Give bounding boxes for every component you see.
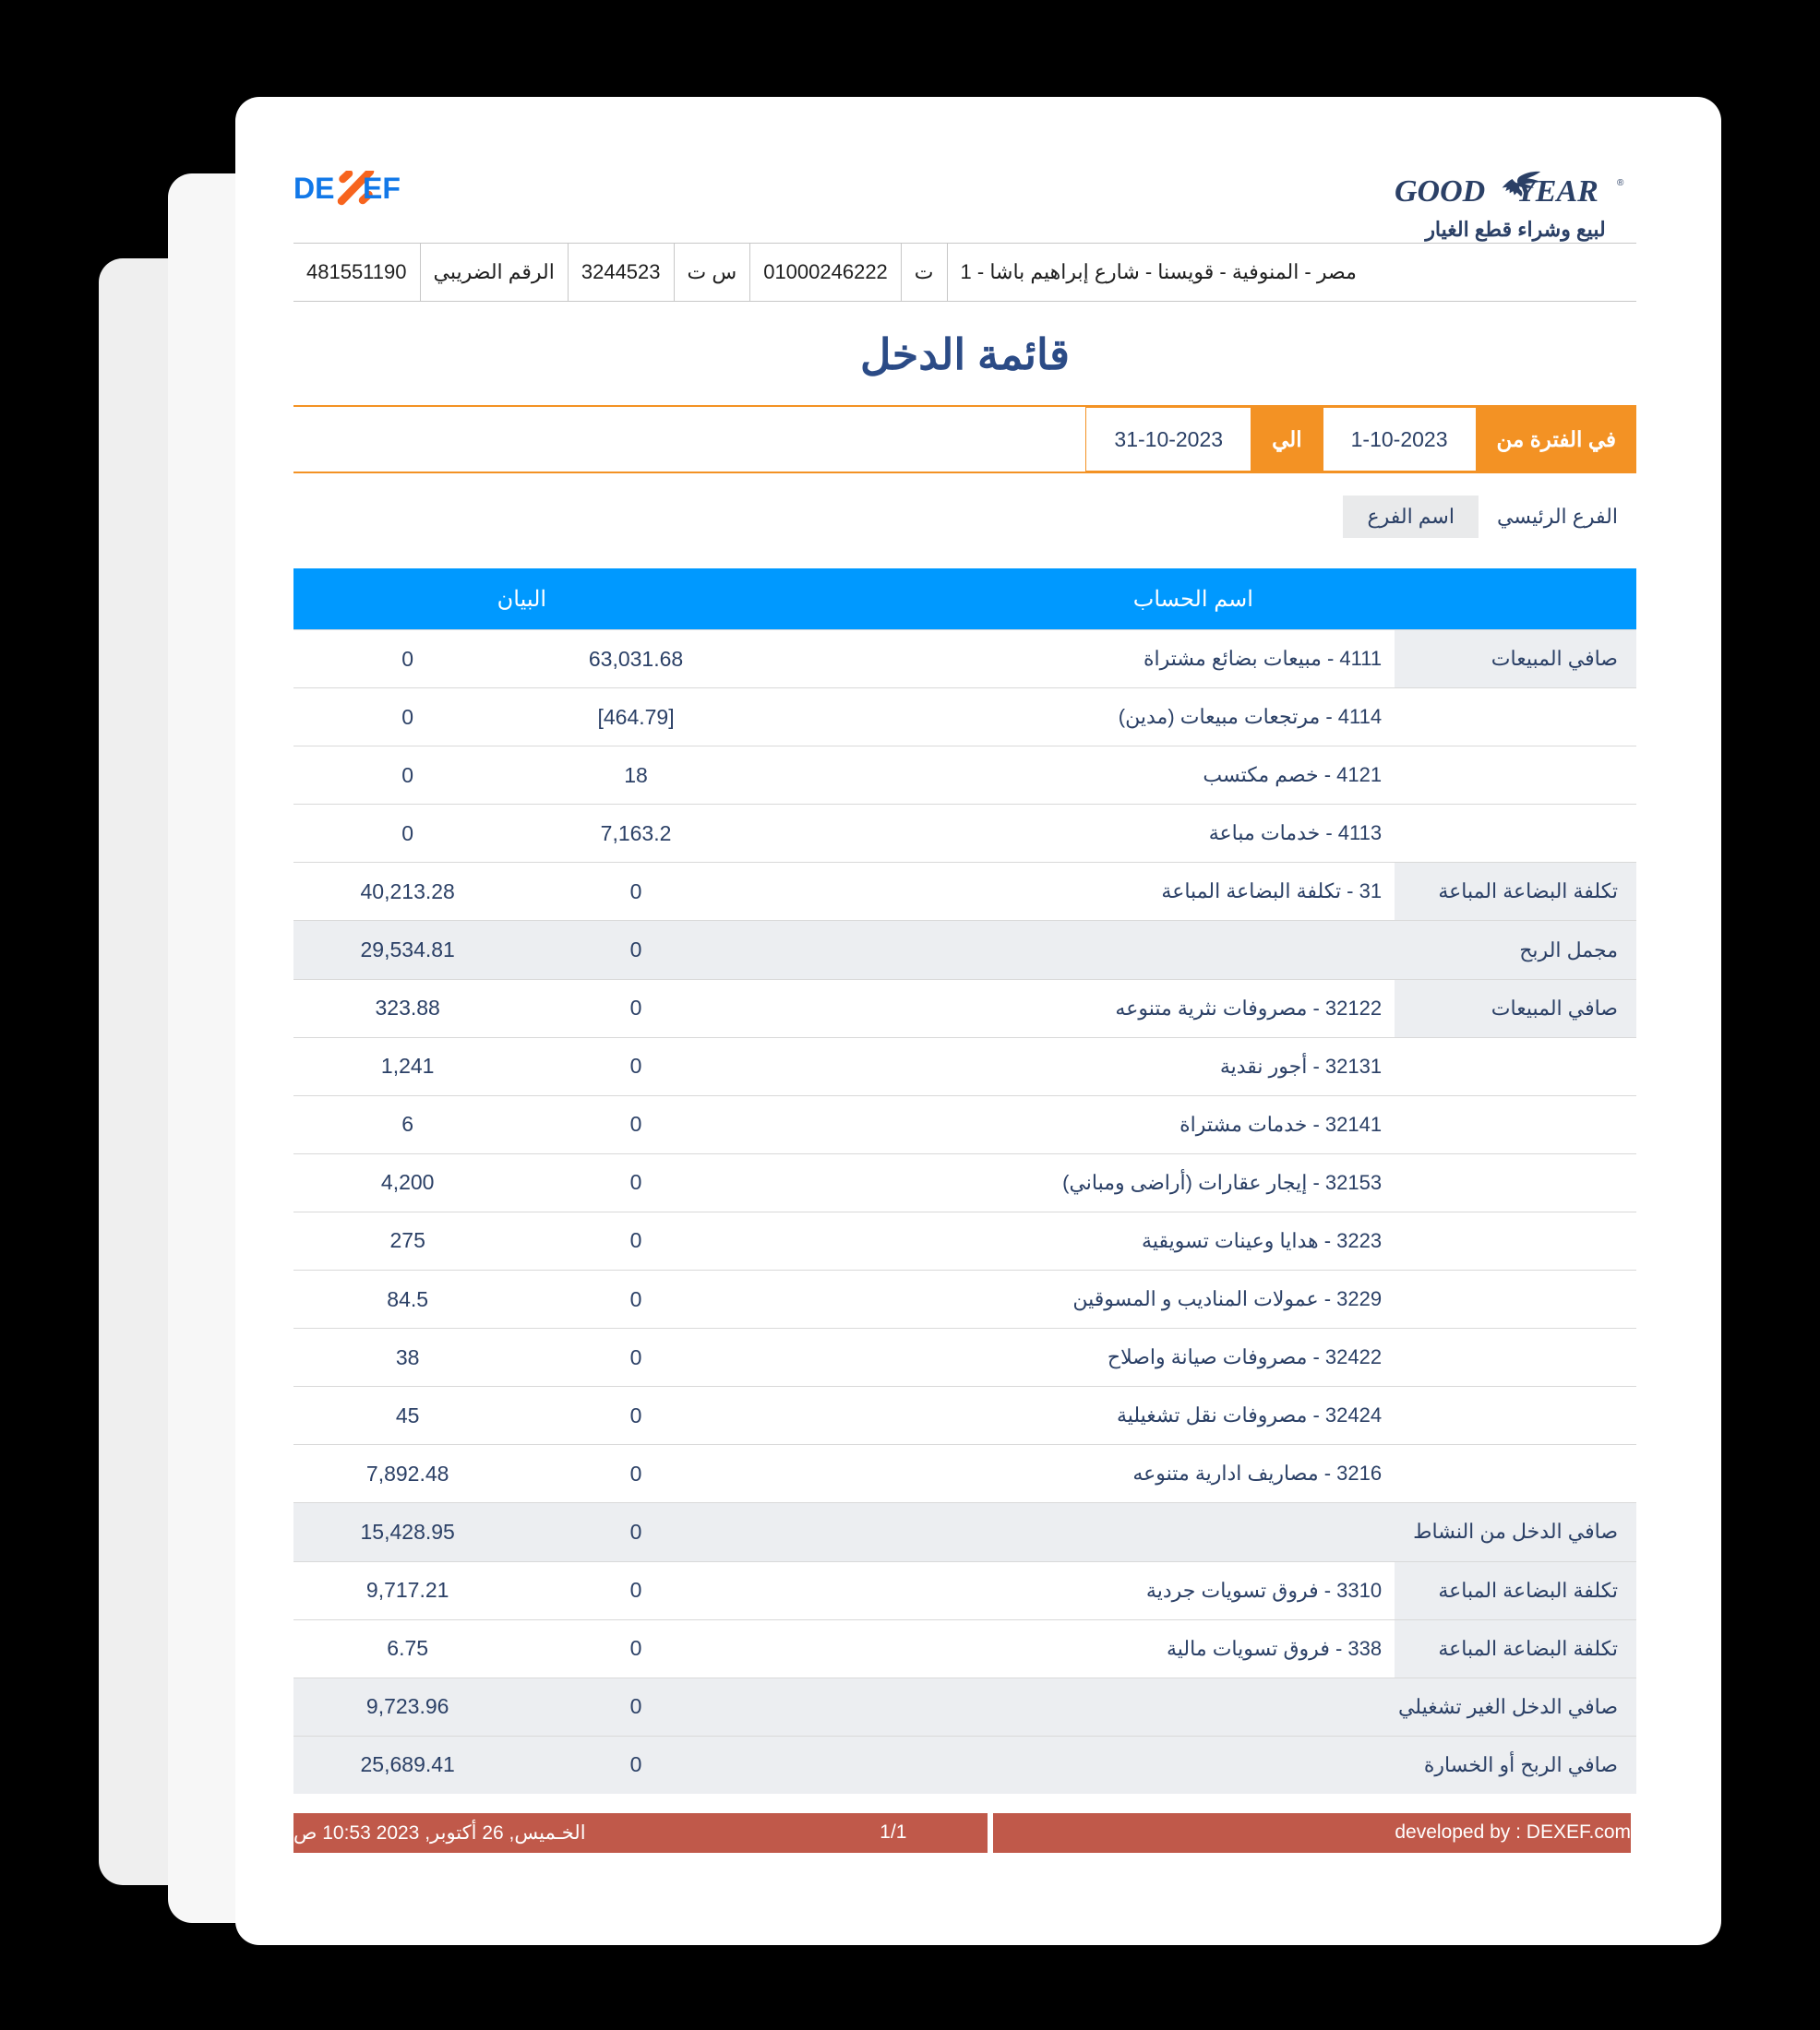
svg-text:EF: EF	[363, 172, 401, 205]
svg-text:DE: DE	[293, 172, 334, 205]
svg-text:YEAR: YEAR	[1516, 174, 1598, 209]
svg-text:GOOD: GOOD	[1395, 174, 1485, 209]
svg-text:®: ®	[1617, 178, 1624, 188]
